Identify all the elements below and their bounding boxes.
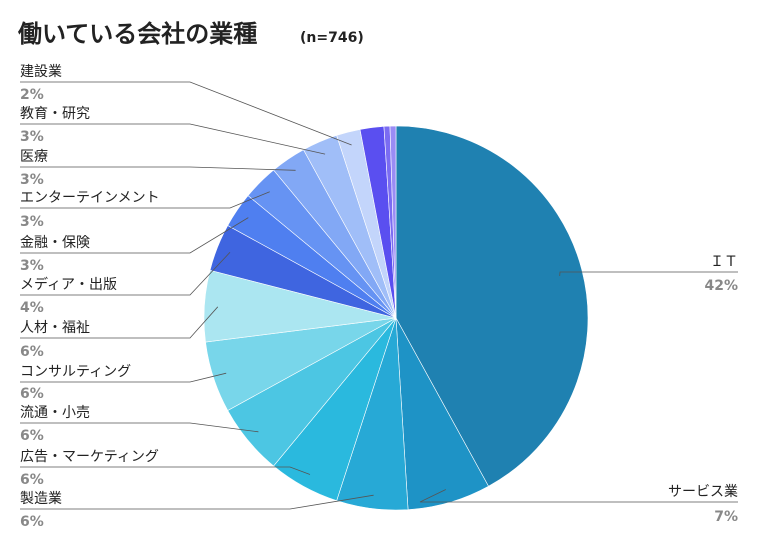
slice-label-7: メディア・出版: [20, 276, 117, 293]
slice-percent-6: 6%: [20, 344, 44, 360]
slice-percent-1: 7%: [714, 509, 738, 525]
leader-lines: [20, 81, 738, 510]
slice-label-0: ＩＴ: [710, 254, 738, 270]
slice-percent-12: 2%: [20, 87, 44, 103]
slice-label-5: コンサルティング: [20, 364, 131, 380]
slice-label-1: サービス業: [668, 484, 738, 500]
pie-slices: [203, 125, 589, 511]
slice-percent-7: 4%: [20, 300, 44, 316]
leader-line-7: [20, 252, 231, 296]
leader-line-4: [20, 422, 259, 433]
slice-percent-10: 3%: [20, 172, 44, 188]
slice-label-9: エンターテインメント: [20, 190, 160, 206]
slice-label-11: 教育・研究: [20, 106, 90, 122]
slice-percent-4: 6%: [20, 428, 44, 444]
leader-line-0: [559, 271, 738, 277]
slice-percent-5: 6%: [20, 386, 44, 402]
slice-percent-0: 42%: [704, 278, 738, 294]
slice-percent-8: 3%: [20, 258, 44, 274]
chart-title: 働いている会社の業種: [17, 20, 257, 48]
slice-15: [389, 125, 397, 319]
chart-title-sample-size: (n=746): [300, 30, 364, 46]
slice-label-2: 製造業: [20, 491, 62, 507]
leader-line-6: [20, 306, 219, 339]
slice-percent-11: 3%: [20, 129, 44, 145]
slice-label-12: 建設業: [20, 64, 62, 80]
leader-line-12: [20, 81, 352, 146]
slice-percent-9: 3%: [20, 214, 44, 230]
leader-line-1: [419, 489, 738, 503]
leader-line-10: [20, 166, 296, 171]
leader-line-8: [20, 217, 249, 254]
leader-line-5: [20, 372, 227, 383]
slice-percent-2: 6%: [20, 514, 44, 530]
leader-line-9: [20, 191, 270, 209]
slice-labels: ＩＴ 42% サービス業 7% 製造業 6% 広告・マーケティング 6% 流通・小売 6% コンサル…: [20, 64, 738, 530]
leader-line-3: [20, 466, 311, 475]
slice-percent-3: 6%: [20, 472, 44, 488]
slice-label-4: 流通・小売: [20, 405, 90, 421]
slice-0: [395, 125, 589, 487]
slice-label-3: 広告・マーケティング: [20, 449, 159, 465]
leader-line-2: [20, 494, 374, 510]
slice-label-6: 人材・福祉: [20, 320, 90, 336]
slice-label-10: 医療: [20, 148, 48, 165]
leader-line-11: [20, 123, 326, 155]
slice-label-8: 金融・保険: [20, 235, 90, 251]
